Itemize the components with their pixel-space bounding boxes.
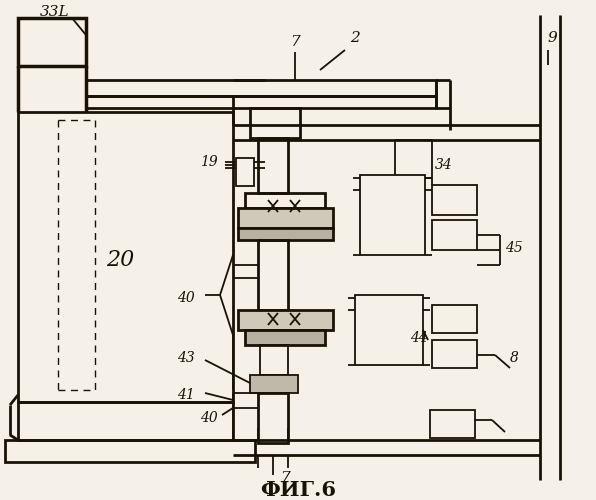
Text: 8: 8 — [510, 351, 519, 365]
Bar — [250, 375, 298, 393]
Text: 40: 40 — [200, 411, 218, 425]
Bar — [250, 108, 300, 138]
Bar — [18, 112, 233, 402]
Bar — [245, 330, 325, 345]
Text: 7: 7 — [290, 35, 300, 49]
Bar — [86, 96, 436, 108]
Bar — [238, 228, 333, 240]
Text: 9: 9 — [548, 31, 558, 45]
Bar — [432, 340, 477, 368]
Bar — [238, 310, 333, 330]
Text: 20: 20 — [106, 249, 134, 271]
Bar — [432, 220, 477, 250]
Bar — [360, 175, 425, 255]
Text: ФИГ.6: ФИГ.6 — [260, 480, 336, 500]
Bar — [355, 295, 423, 365]
Text: 7: 7 — [280, 471, 290, 485]
Text: 43: 43 — [177, 351, 195, 365]
Bar — [18, 402, 233, 440]
Bar — [18, 18, 86, 66]
Bar — [245, 193, 325, 208]
Text: 33L: 33L — [40, 5, 70, 19]
Text: 41: 41 — [177, 388, 195, 402]
Bar — [432, 185, 477, 215]
Bar — [236, 158, 254, 186]
Text: 19: 19 — [200, 155, 218, 169]
Text: 34: 34 — [435, 158, 453, 172]
Bar — [260, 345, 288, 375]
Bar — [258, 138, 288, 193]
Bar — [238, 208, 333, 228]
Bar — [432, 305, 477, 333]
Text: 44: 44 — [410, 331, 428, 345]
Bar — [258, 240, 288, 310]
Bar — [258, 393, 288, 443]
Bar — [5, 440, 255, 462]
Bar — [86, 80, 436, 96]
Text: 40: 40 — [177, 291, 195, 305]
Bar — [430, 410, 475, 438]
Text: 45: 45 — [505, 241, 523, 255]
Text: 2: 2 — [350, 31, 360, 45]
